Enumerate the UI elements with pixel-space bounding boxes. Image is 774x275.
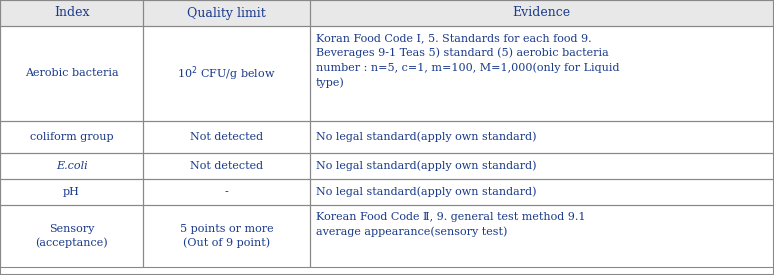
Text: coliform group: coliform group <box>29 132 114 142</box>
Bar <box>310 121 774 153</box>
Bar <box>0 121 143 153</box>
Text: No legal standard(apply own standard): No legal standard(apply own standard) <box>316 161 536 171</box>
Bar <box>310 0 774 26</box>
Bar <box>143 0 310 26</box>
Bar <box>310 205 774 267</box>
Bar <box>310 0 774 26</box>
Bar <box>310 26 774 121</box>
Text: 10$^2$ CFU/g below: 10$^2$ CFU/g below <box>177 64 276 83</box>
Bar <box>143 179 310 205</box>
Text: Evidence: Evidence <box>512 7 571 20</box>
Bar <box>0 26 143 121</box>
Text: E.coli: E.coli <box>56 161 87 171</box>
Bar <box>0 205 143 267</box>
Text: Quality limit: Quality limit <box>187 7 265 20</box>
Text: pH: pH <box>63 187 80 197</box>
Bar <box>310 153 774 179</box>
Bar <box>143 0 310 26</box>
Text: -: - <box>224 187 228 197</box>
Text: Korean Food Code Ⅱ, 9. general test method 9.1
average appearance(sensory test): Korean Food Code Ⅱ, 9. general test meth… <box>316 212 585 237</box>
Bar <box>143 205 310 267</box>
Bar <box>0 179 143 205</box>
Text: Aerobic bacteria: Aerobic bacteria <box>25 68 118 78</box>
Text: No legal standard(apply own standard): No legal standard(apply own standard) <box>316 187 536 197</box>
Text: Koran Food Code I, 5. Standards for each food 9.
Beverages 9-1 Teas 5) standard : Koran Food Code I, 5. Standards for each… <box>316 33 619 87</box>
Text: Not detected: Not detected <box>190 132 263 142</box>
Bar <box>0 0 143 26</box>
Text: 5 points or more
(Out of 9 point): 5 points or more (Out of 9 point) <box>180 224 273 248</box>
Bar <box>310 179 774 205</box>
Text: Index: Index <box>54 7 89 20</box>
Text: Sensory
(acceptance): Sensory (acceptance) <box>36 224 108 248</box>
Bar <box>143 153 310 179</box>
Bar <box>143 26 310 121</box>
Bar <box>0 153 143 179</box>
Text: Not detected: Not detected <box>190 161 263 171</box>
Bar <box>0 0 143 26</box>
Bar <box>143 121 310 153</box>
Text: No legal standard(apply own standard): No legal standard(apply own standard) <box>316 132 536 142</box>
